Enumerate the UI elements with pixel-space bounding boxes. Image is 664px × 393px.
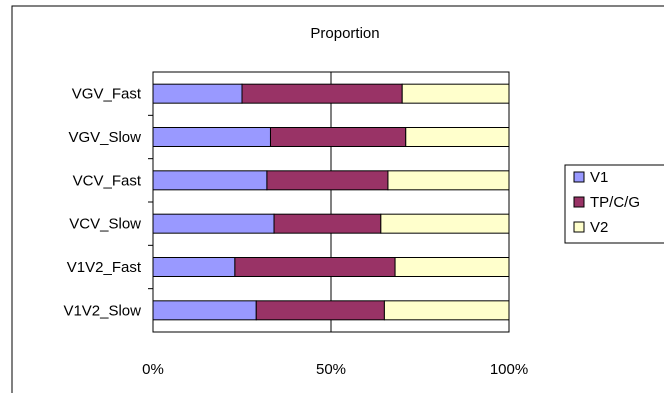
category-ticks <box>148 114 153 290</box>
category-label: VGV_Fast <box>72 86 142 103</box>
category-label: V1V2_Slow <box>63 302 141 319</box>
bar-v1v2-slow-v1 <box>152 300 257 321</box>
bar-vcv-slow-v2 <box>380 213 510 234</box>
bar-v1v2-fast-tp-c-g <box>234 257 396 277</box>
x-tick-label: 100% <box>490 361 528 378</box>
category-labels: VGV_Fast VGV_Slow VCV_Fast VCV_Slow V1V2_Fas… <box>63 86 141 320</box>
bar-v1v2-fast-v1 <box>152 257 236 277</box>
legend-label: V2 <box>590 219 608 236</box>
bar-vcv-fast-tp-c-g <box>266 170 389 191</box>
bar-vcv-fast-v2 <box>387 170 510 191</box>
legend-swatch-v1 <box>573 171 585 183</box>
bar-v1v2-slow-tp-c-g <box>255 300 385 321</box>
x-tick-label: 50% <box>316 361 346 378</box>
bar-vcv-slow-v1 <box>152 213 275 234</box>
bar-vgv-slow-tp-c-g <box>269 127 407 147</box>
bar-vgv-fast-v2 <box>401 83 510 104</box>
legend-label: TP/C/G <box>590 194 640 211</box>
bar-vgv-slow-v2 <box>405 127 510 147</box>
category-label: VCV_Fast <box>73 172 142 189</box>
bar-vgv-fast-v1 <box>152 83 243 104</box>
x-tick-labels: 0% 50% 100% <box>142 361 528 378</box>
legend-swatch-tp-c-g <box>573 196 585 208</box>
legend-label: V1 <box>590 169 608 186</box>
legend-swatch-v2 <box>573 221 585 233</box>
x-tick-label: 0% <box>142 361 164 378</box>
bar-vcv-fast-v1 <box>152 170 268 191</box>
bar-v1v2-fast-v2 <box>394 257 510 277</box>
bar-vgv-slow-v1 <box>152 127 271 147</box>
chart-title: Proportion <box>310 25 379 42</box>
category-label: V1V2_Fast <box>67 259 142 276</box>
bar-vcv-slow-tp-c-g <box>273 213 382 234</box>
bars-group <box>152 83 510 321</box>
legend: V1 TP/C/G V2 <box>564 164 664 244</box>
bar-v1v2-slow-v2 <box>383 300 510 321</box>
chart-frame <box>11 5 664 393</box>
category-label: VCV_Slow <box>69 216 141 233</box>
category-label: VGV_Slow <box>68 129 141 146</box>
bar-vgv-fast-tp-c-g <box>241 83 403 104</box>
